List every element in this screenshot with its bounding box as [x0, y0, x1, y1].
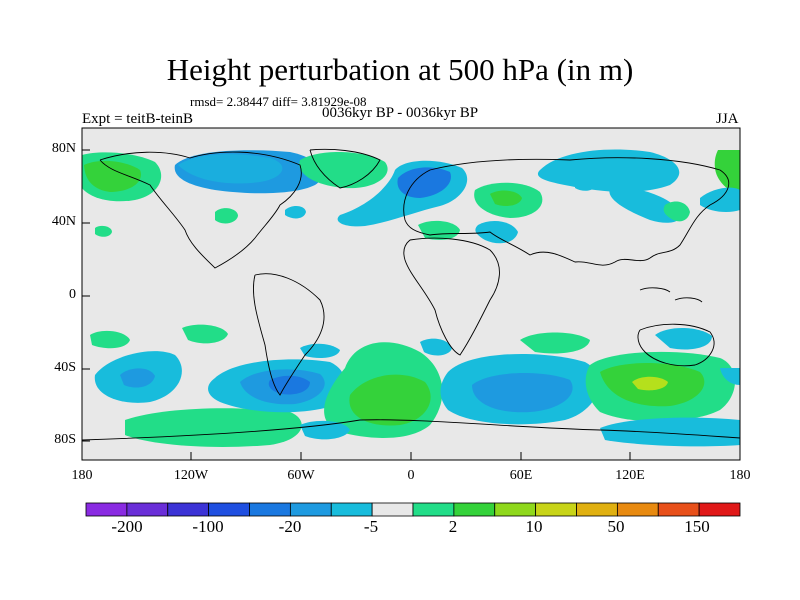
lon-label-0: 0	[407, 468, 415, 483]
colorbar-swatch-11	[535, 502, 577, 517]
period-label: 0036kyr BP - 0036kyr BP	[322, 105, 479, 121]
colorbar-swatch-0	[85, 502, 128, 517]
lon-label-120w: 120W	[173, 468, 209, 483]
colorbar-label-minus100: -100	[192, 517, 224, 536]
experiment-label: Expt = teitB-teinB	[82, 111, 193, 127]
contour-darkblue-scandinavia	[397, 167, 451, 198]
colorbar-swatch-10	[494, 502, 537, 517]
colorbar-label-150: 150	[684, 517, 710, 536]
contour-blue-australia-north	[655, 327, 712, 350]
colorbar-label-10: 10	[525, 517, 543, 536]
contour-green-indian-north	[520, 332, 590, 354]
anomaly-contours	[82, 149, 740, 447]
contour-blue-mongolia	[609, 187, 681, 223]
lon-label-180w: 180	[71, 468, 93, 483]
lat-label-0: 0	[69, 287, 76, 302]
colorbar-swatch-9	[453, 502, 496, 517]
colorbar-swatch-1	[126, 502, 169, 517]
coastlines	[81, 148, 741, 441]
lon-label-120e: 120E	[615, 468, 645, 483]
contour-blue-kamchatka	[700, 187, 740, 213]
coastline-indonesia	[639, 287, 703, 303]
contour-green-uswest	[215, 208, 238, 224]
colorbar-label-2: 2	[448, 517, 458, 536]
contour-blue-southpacific-west-dark	[120, 368, 155, 388]
contour-green-bering	[714, 150, 740, 195]
contour-green-southpacific-band	[125, 408, 302, 447]
colorbar-swatch-15	[698, 502, 741, 517]
contour-blue-antarctic-east	[600, 417, 740, 447]
lon-label-60w: 60W	[287, 468, 315, 483]
lat-label-40s: 40S	[54, 360, 76, 375]
colorbar-label-minus5: -5	[363, 517, 379, 536]
contour-green-eastasia	[663, 201, 690, 222]
colorbar-label-minus20: -20	[278, 517, 302, 536]
colorbar-label-minus200: -200	[111, 517, 143, 536]
contour-blue-useast	[285, 206, 306, 219]
lat-label-80s: 80S	[54, 432, 76, 447]
contour-green-southpacific-small	[90, 330, 130, 349]
contour-green-greenland	[299, 151, 388, 189]
contour-green-southpacific-mid	[182, 324, 228, 344]
contour-green-pacific	[95, 225, 112, 237]
lon-label-60e: 60E	[509, 468, 533, 483]
contour-darkblue-southindian	[472, 373, 573, 413]
contour-darkerblue-chile	[268, 375, 310, 395]
coastline-australia	[637, 323, 715, 367]
axis-ticks	[81, 149, 741, 460]
colorbar	[85, 502, 741, 517]
lat-label-80n: 80N	[51, 141, 76, 156]
colorbar-label-50: 50	[607, 517, 625, 536]
contour-lightblue-southpacific-east	[720, 368, 740, 385]
lon-label-180e: 180	[729, 468, 751, 483]
colorbar-swatch-4	[249, 502, 291, 517]
coastline-africa	[403, 237, 500, 356]
colorbar-swatch-13	[616, 502, 659, 517]
colorbar-swatch-2	[167, 502, 210, 517]
season-label: JJA	[716, 111, 739, 127]
coastline-south-america	[252, 273, 325, 396]
colorbar-swatch-5	[289, 502, 332, 517]
contour-midgreen-caspian	[490, 190, 522, 206]
colorbar-swatch-8	[412, 502, 455, 517]
colorbar-swatch-6	[330, 502, 373, 517]
contour-yellow-australia	[632, 376, 668, 391]
contour-blue-brazil	[300, 343, 340, 358]
coastline-eurasia	[403, 157, 730, 266]
lat-label-40n: 40N	[51, 214, 76, 229]
contour-green-mediterranean	[418, 220, 460, 240]
contour-midgreen-alaska	[84, 160, 141, 192]
contour-lightblue-canada	[178, 154, 283, 184]
contour-blue-mideast	[475, 220, 518, 244]
colorbar-swatch-7	[371, 502, 414, 517]
plot-title: Height perturbation at 500 hPa (in m)	[166, 52, 634, 87]
contour-blue-southafrica	[420, 338, 452, 356]
colorbar-swatch-14	[657, 502, 700, 517]
coastline-greenland	[309, 148, 381, 189]
colorbar-swatch-12	[576, 502, 618, 517]
contour-midgreen-southatlantic	[349, 374, 431, 426]
contour-blue-antarctic-west	[300, 420, 350, 440]
contour-blue-europe-small	[575, 179, 596, 191]
colorbar-swatch-3	[208, 502, 250, 517]
coastline-antarctica	[81, 419, 741, 441]
stats-text: rmsd= 2.38447 diff= 3.81929e-08	[190, 94, 367, 109]
coastline-north-america	[99, 151, 302, 269]
